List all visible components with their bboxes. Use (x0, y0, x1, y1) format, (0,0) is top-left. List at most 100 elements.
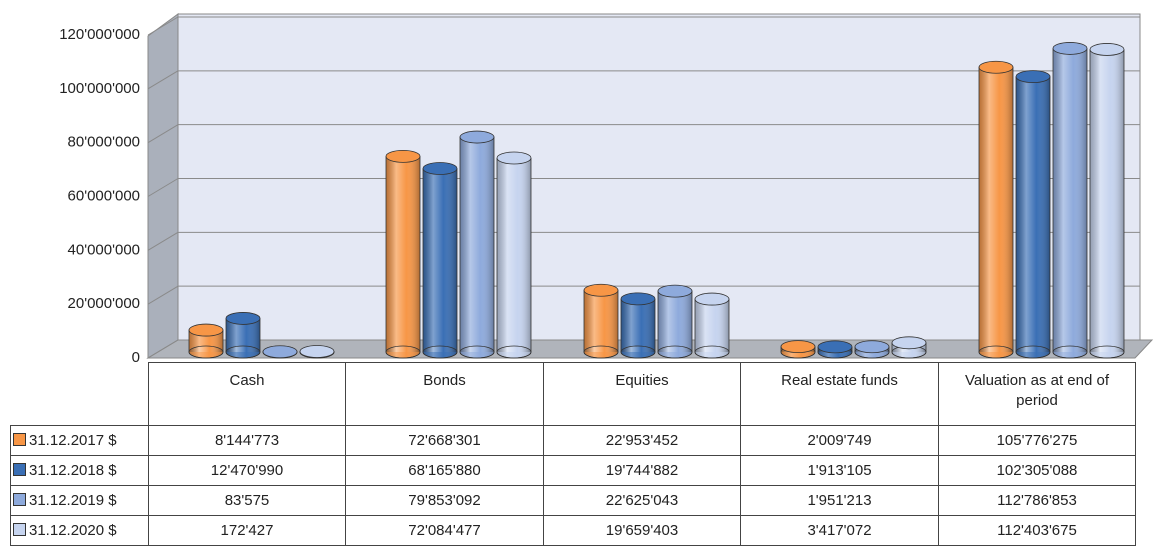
bar-shade (189, 346, 223, 358)
bar-shine (658, 291, 692, 352)
value-label: 22'625'043 (544, 486, 741, 516)
legend-label: 31.12.2017 $ (29, 432, 117, 449)
bar-shade (497, 346, 531, 358)
bar-shade (695, 346, 729, 358)
value-label: 12'470'990 (149, 456, 346, 486)
bar-top (855, 341, 889, 353)
bar-shine (1090, 49, 1124, 352)
value-label: 22'953'452 (544, 426, 741, 456)
side-wall (148, 14, 178, 358)
bar-shade (621, 346, 655, 358)
bar-shine (386, 156, 420, 352)
bar-top (226, 312, 260, 324)
bar-shine (423, 169, 457, 352)
y-tick-label: 120'000'000 (59, 26, 140, 43)
legend-label: 31.12.2018 $ (29, 462, 117, 479)
bar-top (695, 293, 729, 305)
legend-label: 31.12.2019 $ (29, 492, 117, 509)
bar-shade (658, 346, 692, 358)
value-label: 83'575 (149, 486, 346, 516)
y-tick-label: 100'000'000 (59, 80, 140, 97)
value-label: 19'659'403 (544, 516, 741, 546)
category-label: Real estate funds (741, 363, 939, 426)
value-label: 105'776'275 (939, 426, 1136, 456)
legend-swatch (13, 463, 26, 476)
category-label: Bonds (346, 363, 544, 426)
bar-top (263, 346, 297, 358)
y-tick-label: 80'000'000 (68, 134, 140, 151)
bar-top (423, 163, 457, 175)
value-label: 3'417'072 (741, 516, 939, 546)
bar-shine (497, 158, 531, 352)
bar-shine (695, 299, 729, 352)
y-tick-label: 20'000'000 (68, 295, 140, 312)
blank-cell (11, 363, 149, 426)
value-label: 102'305'088 (939, 456, 1136, 486)
legend-cell: 31.12.2020 $ (11, 516, 149, 546)
value-label: 8'144'773 (149, 426, 346, 456)
category-label: Equities (544, 363, 741, 426)
bar-top (621, 293, 655, 305)
bar-shine (1053, 48, 1087, 352)
bar-top (1053, 42, 1087, 54)
bar-top (460, 131, 494, 143)
bar-shine (621, 299, 655, 352)
value-label: 112'403'675 (939, 516, 1136, 546)
legend-cell: 31.12.2018 $ (11, 456, 149, 486)
value-label: 68'165'880 (346, 456, 544, 486)
bar-top (1016, 71, 1050, 83)
value-label: 1'913'105 (741, 456, 939, 486)
bar-shade (386, 346, 420, 358)
y-tick-label: 60'000'000 (68, 187, 140, 204)
category-label: Valuation as at end of period (939, 363, 1136, 426)
bar-top (386, 150, 420, 162)
bar-top (1090, 43, 1124, 55)
bar-shade (1016, 346, 1050, 358)
bar-top (979, 61, 1013, 73)
y-tick-label: 40'000'000 (68, 241, 140, 258)
bar-shade (584, 346, 618, 358)
bar-top (300, 346, 334, 358)
legend-label: 31.12.2020 $ (29, 522, 117, 539)
category-label: Cash (149, 363, 346, 426)
bar-top (584, 284, 618, 296)
chart: 0 20'000'000 40'000'000 60'000'000 80'000'00… (0, 0, 1155, 362)
bar-shade (460, 346, 494, 358)
bar-top (497, 152, 531, 164)
bar-top (818, 341, 852, 353)
legend-swatch (13, 523, 26, 536)
bar-shine (460, 137, 494, 352)
legend-swatch (13, 433, 26, 446)
bar-shine (979, 67, 1013, 352)
value-label: 79'853'092 (346, 486, 544, 516)
bar-shade (423, 346, 457, 358)
bar-shine (584, 290, 618, 352)
bar-top (189, 324, 223, 336)
value-label: 112'786'853 (939, 486, 1136, 516)
bar-top (781, 341, 815, 353)
bar-shade (979, 346, 1013, 358)
value-label: 72'084'477 (346, 516, 544, 546)
bar-shade (226, 346, 260, 358)
legend-cell: 31.12.2019 $ (11, 486, 149, 516)
value-label: 2'009'749 (741, 426, 939, 456)
bar-shade (1090, 346, 1124, 358)
value-label: 72'668'301 (346, 426, 544, 456)
value-label: 19'744'882 (544, 456, 741, 486)
bar-shine (1016, 77, 1050, 352)
legend-cell: 31.12.2017 $ (11, 426, 149, 456)
bar-top (892, 337, 926, 349)
legend-swatch (13, 493, 26, 506)
bar-shade (1053, 346, 1087, 358)
bar-top (658, 285, 692, 297)
value-label: 172'427 (149, 516, 346, 546)
y-tick-label: 0 (132, 349, 140, 362)
value-label: 1'951'213 (741, 486, 939, 516)
